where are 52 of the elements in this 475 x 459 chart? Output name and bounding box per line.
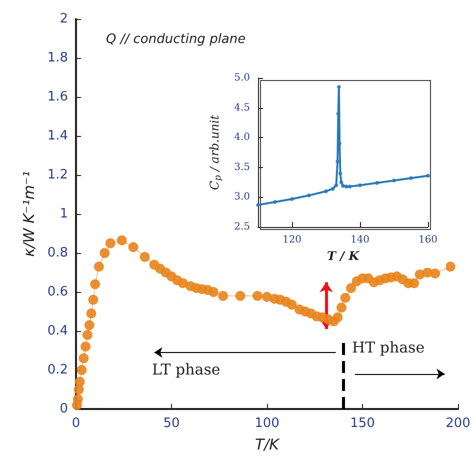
y-tick-label: 1 bbox=[60, 206, 68, 222]
y-tick-label: 4.5 bbox=[234, 102, 250, 114]
point bbox=[256, 202, 260, 207]
point bbox=[336, 84, 341, 89]
y-axis-title: Cp / arb.unit bbox=[208, 114, 224, 190]
x-axis-title: T / K bbox=[326, 248, 360, 263]
y-axis-title: κ/W K⁻¹m⁻¹ bbox=[20, 171, 38, 257]
y-tick-label: 1.8 bbox=[47, 50, 68, 66]
y-tick-label: 1.4 bbox=[47, 128, 68, 144]
point bbox=[307, 193, 311, 198]
x-tick-label: 100 bbox=[254, 416, 280, 431]
point bbox=[330, 186, 335, 191]
point bbox=[375, 180, 379, 185]
point bbox=[426, 174, 430, 178]
x-tick-label: 200 bbox=[446, 416, 470, 431]
point bbox=[273, 200, 277, 204]
y-tick-label: 1.6 bbox=[47, 90, 68, 104]
y-tick-label: 0 bbox=[60, 402, 68, 416]
point bbox=[409, 176, 413, 180]
x-tick-label: 0 bbox=[72, 416, 80, 431]
point bbox=[334, 183, 338, 188]
x-tick-label: 160 bbox=[418, 234, 438, 246]
point bbox=[339, 180, 344, 184]
y-tick-label: 4.0 bbox=[234, 132, 250, 144]
point bbox=[336, 159, 340, 164]
x-tick-label: 120 bbox=[282, 234, 302, 246]
point bbox=[336, 112, 340, 116]
y-tick-label: 2 bbox=[60, 12, 68, 26]
y-tick-label: 3.0 bbox=[234, 192, 250, 203]
y-tick-label: 0.8 bbox=[47, 246, 68, 260]
x-tick-label: 150 bbox=[350, 416, 375, 431]
x-tick-label: 50 bbox=[163, 416, 180, 431]
y-tick-label: 5.0 bbox=[234, 72, 250, 84]
point bbox=[338, 171, 342, 176]
point bbox=[358, 183, 362, 188]
y-tick-label: 0.6 bbox=[47, 284, 68, 300]
y-tick-label: 0.2 bbox=[47, 362, 68, 378]
x-tick-label: 140 bbox=[350, 234, 370, 246]
y-tick-label: 2.5 bbox=[234, 222, 250, 232]
y-tick-label: 0.4 bbox=[47, 324, 68, 338]
annotation: LT phase bbox=[152, 360, 220, 378]
annotation: HT phase bbox=[352, 338, 425, 356]
x-axis-title: T/K bbox=[254, 436, 280, 454]
y-tick-label: 1.2 bbox=[47, 168, 68, 182]
point bbox=[324, 189, 328, 194]
point bbox=[341, 184, 345, 188]
annotation: Q // conducting plane bbox=[106, 32, 246, 47]
point bbox=[348, 184, 352, 188]
point bbox=[290, 196, 294, 201]
point bbox=[344, 184, 348, 188]
point bbox=[392, 178, 396, 183]
y-tick-label: 3.5 bbox=[234, 162, 250, 173]
